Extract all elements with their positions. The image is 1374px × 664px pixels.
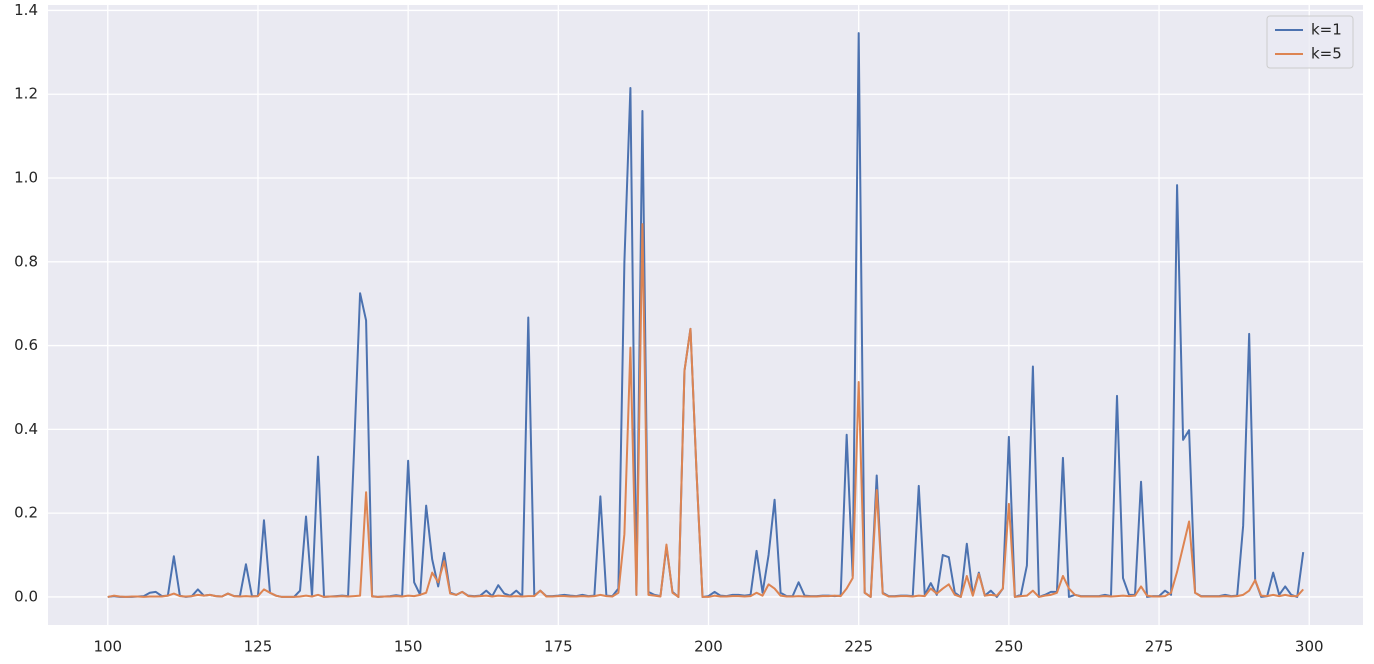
x-tick-label: 250 (995, 638, 1024, 656)
x-tick-label: 125 (244, 638, 273, 656)
y-tick-label: 0.2 (14, 504, 38, 522)
y-tick-label: 1.0 (14, 169, 38, 187)
legend-label: k=1 (1311, 21, 1342, 39)
legend: k=1k=5 (1266, 15, 1354, 69)
x-tick-label: 300 (1295, 638, 1324, 656)
x-tick-label: 200 (694, 638, 723, 656)
y-tick-label: 0.0 (14, 587, 38, 605)
x-tick-label: 100 (93, 638, 122, 656)
legend-label: k=5 (1311, 45, 1342, 63)
plot-area (48, 5, 1363, 625)
line (107, 223, 1304, 598)
x-tick-label: 225 (844, 638, 873, 656)
y-tick-label: 0.4 (14, 420, 38, 438)
y-tick-label: 1.2 (14, 85, 38, 103)
x-tick-label: 175 (544, 638, 573, 656)
y-tick-label: 1.4 (14, 1, 38, 19)
x-tick-label: 275 (1145, 638, 1174, 656)
x-tick-label: 150 (394, 638, 423, 656)
y-tick-label: 0.6 (14, 336, 38, 354)
y-tick-label: 0.8 (14, 252, 38, 270)
